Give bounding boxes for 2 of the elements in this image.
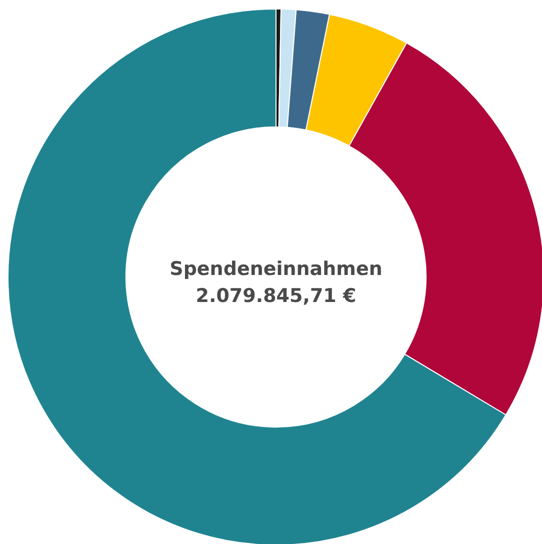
text: 2.079.845,71 € — [196, 285, 356, 307]
text: Spendeneinnahmen — [170, 258, 382, 280]
